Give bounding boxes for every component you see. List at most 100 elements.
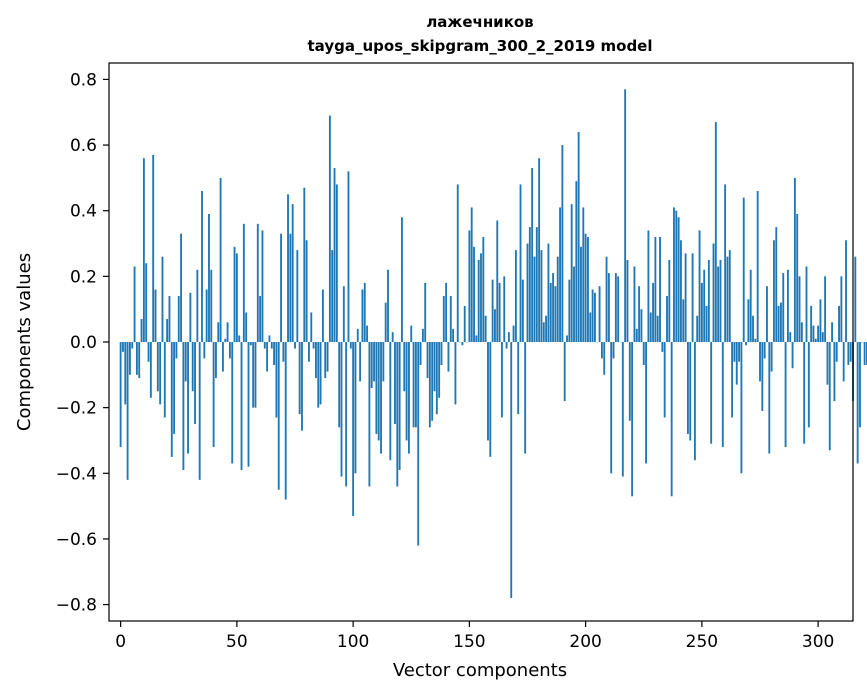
x-tick-label: 100 (337, 632, 369, 652)
bar (819, 299, 822, 342)
bar (370, 342, 373, 388)
bar (689, 342, 692, 441)
y-tick-label: 0.0 (70, 333, 97, 353)
bar (414, 342, 417, 428)
bar (412, 342, 415, 428)
bar (296, 250, 299, 342)
bar (475, 335, 478, 342)
bar (424, 282, 427, 342)
bar (359, 342, 362, 382)
bar (314, 342, 317, 379)
bar (149, 342, 152, 398)
bar (500, 342, 503, 418)
bar (217, 322, 220, 342)
bar (663, 342, 666, 418)
bar (289, 233, 292, 342)
bar (196, 269, 199, 342)
bar (328, 115, 331, 343)
bar (433, 342, 436, 392)
bar (554, 286, 557, 342)
bar (661, 342, 664, 352)
bar (784, 342, 787, 448)
y-axis-ticks: 0.8 0.6 0.4 0.2 0.0 −0.2 −0.4 −0.6 −0.8 (56, 70, 109, 616)
bar (684, 253, 687, 342)
bar (666, 296, 668, 342)
bar (603, 342, 606, 375)
x-tick-label: 300 (802, 632, 834, 652)
bar (473, 246, 475, 342)
bar (354, 342, 357, 474)
bar (280, 233, 282, 342)
bar (821, 332, 824, 342)
bar (203, 342, 206, 359)
bar (845, 240, 847, 342)
bar (605, 256, 608, 342)
bar (826, 342, 829, 385)
bar (310, 312, 313, 342)
bar (580, 246, 582, 342)
bar (345, 342, 348, 487)
bar (173, 342, 176, 434)
bar (528, 227, 531, 342)
bar (126, 342, 129, 480)
y-tick-label: −0.2 (56, 399, 97, 419)
bar (800, 322, 803, 342)
bar (156, 342, 159, 392)
bar (440, 342, 443, 365)
bar (177, 296, 180, 342)
bar (763, 342, 766, 359)
bar (277, 342, 280, 490)
bar (215, 342, 217, 379)
bar (398, 342, 401, 471)
bar (719, 259, 722, 342)
chart-title-line1: лажечников (426, 13, 533, 31)
bar (510, 342, 513, 599)
bar (133, 266, 136, 342)
bar (194, 342, 196, 425)
bar (387, 269, 389, 342)
bar (556, 256, 559, 342)
x-tick-label: 50 (226, 632, 248, 652)
bar (268, 335, 271, 342)
bar (633, 266, 636, 342)
bar (163, 342, 166, 418)
bar (489, 342, 492, 457)
bar (208, 213, 210, 342)
bar (161, 256, 164, 342)
bar (700, 282, 703, 342)
bar (438, 342, 441, 398)
bar (301, 342, 303, 431)
bar (849, 342, 852, 362)
bar (138, 342, 141, 379)
bar (854, 256, 857, 342)
bar (756, 191, 759, 342)
bar (575, 181, 578, 342)
bar (168, 296, 171, 342)
bar (401, 217, 403, 342)
x-tick-label: 150 (453, 632, 485, 652)
bar (338, 342, 341, 428)
bar (191, 342, 194, 392)
bar (707, 259, 710, 342)
chart-title-line2: tayga_upos_skipgram_300_2_2019 model (308, 37, 653, 55)
bar (766, 286, 768, 342)
bar (686, 342, 689, 434)
bar (642, 342, 645, 365)
bar (210, 269, 213, 342)
bar (761, 342, 764, 411)
bar (675, 210, 678, 342)
bar (494, 309, 496, 342)
bar (587, 236, 589, 342)
bar (693, 342, 696, 461)
bar (654, 236, 657, 342)
bar (752, 315, 754, 342)
bar (147, 342, 150, 362)
bar (835, 342, 838, 362)
bar (224, 338, 227, 342)
bar (775, 227, 778, 342)
bar (724, 184, 727, 342)
bar (154, 289, 157, 342)
bar (531, 168, 534, 342)
bar (847, 342, 850, 365)
bar (201, 191, 203, 342)
